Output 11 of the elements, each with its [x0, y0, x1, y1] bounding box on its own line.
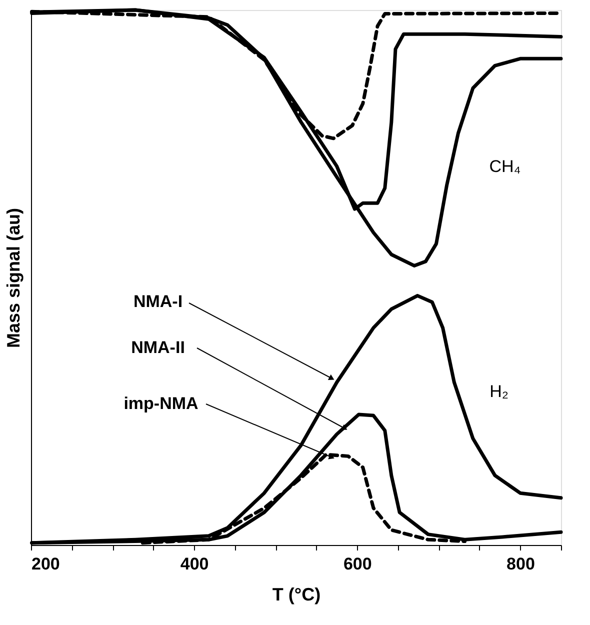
x-tick-label: 800: [506, 554, 535, 574]
annotation: NMA-II: [131, 338, 185, 357]
annotation: H₂: [490, 382, 508, 401]
x-tick-label: 600: [343, 554, 372, 574]
x-axis-title: T (°C): [272, 584, 321, 604]
annotation: imp-NMA: [124, 394, 198, 413]
x-tick-label: 200: [32, 554, 60, 574]
y-axis-title: Mass signal (au): [4, 208, 24, 348]
annotation: CH₄: [489, 157, 521, 176]
x-tick-label: 400: [180, 554, 209, 574]
annotation: NMA-I: [133, 292, 183, 311]
